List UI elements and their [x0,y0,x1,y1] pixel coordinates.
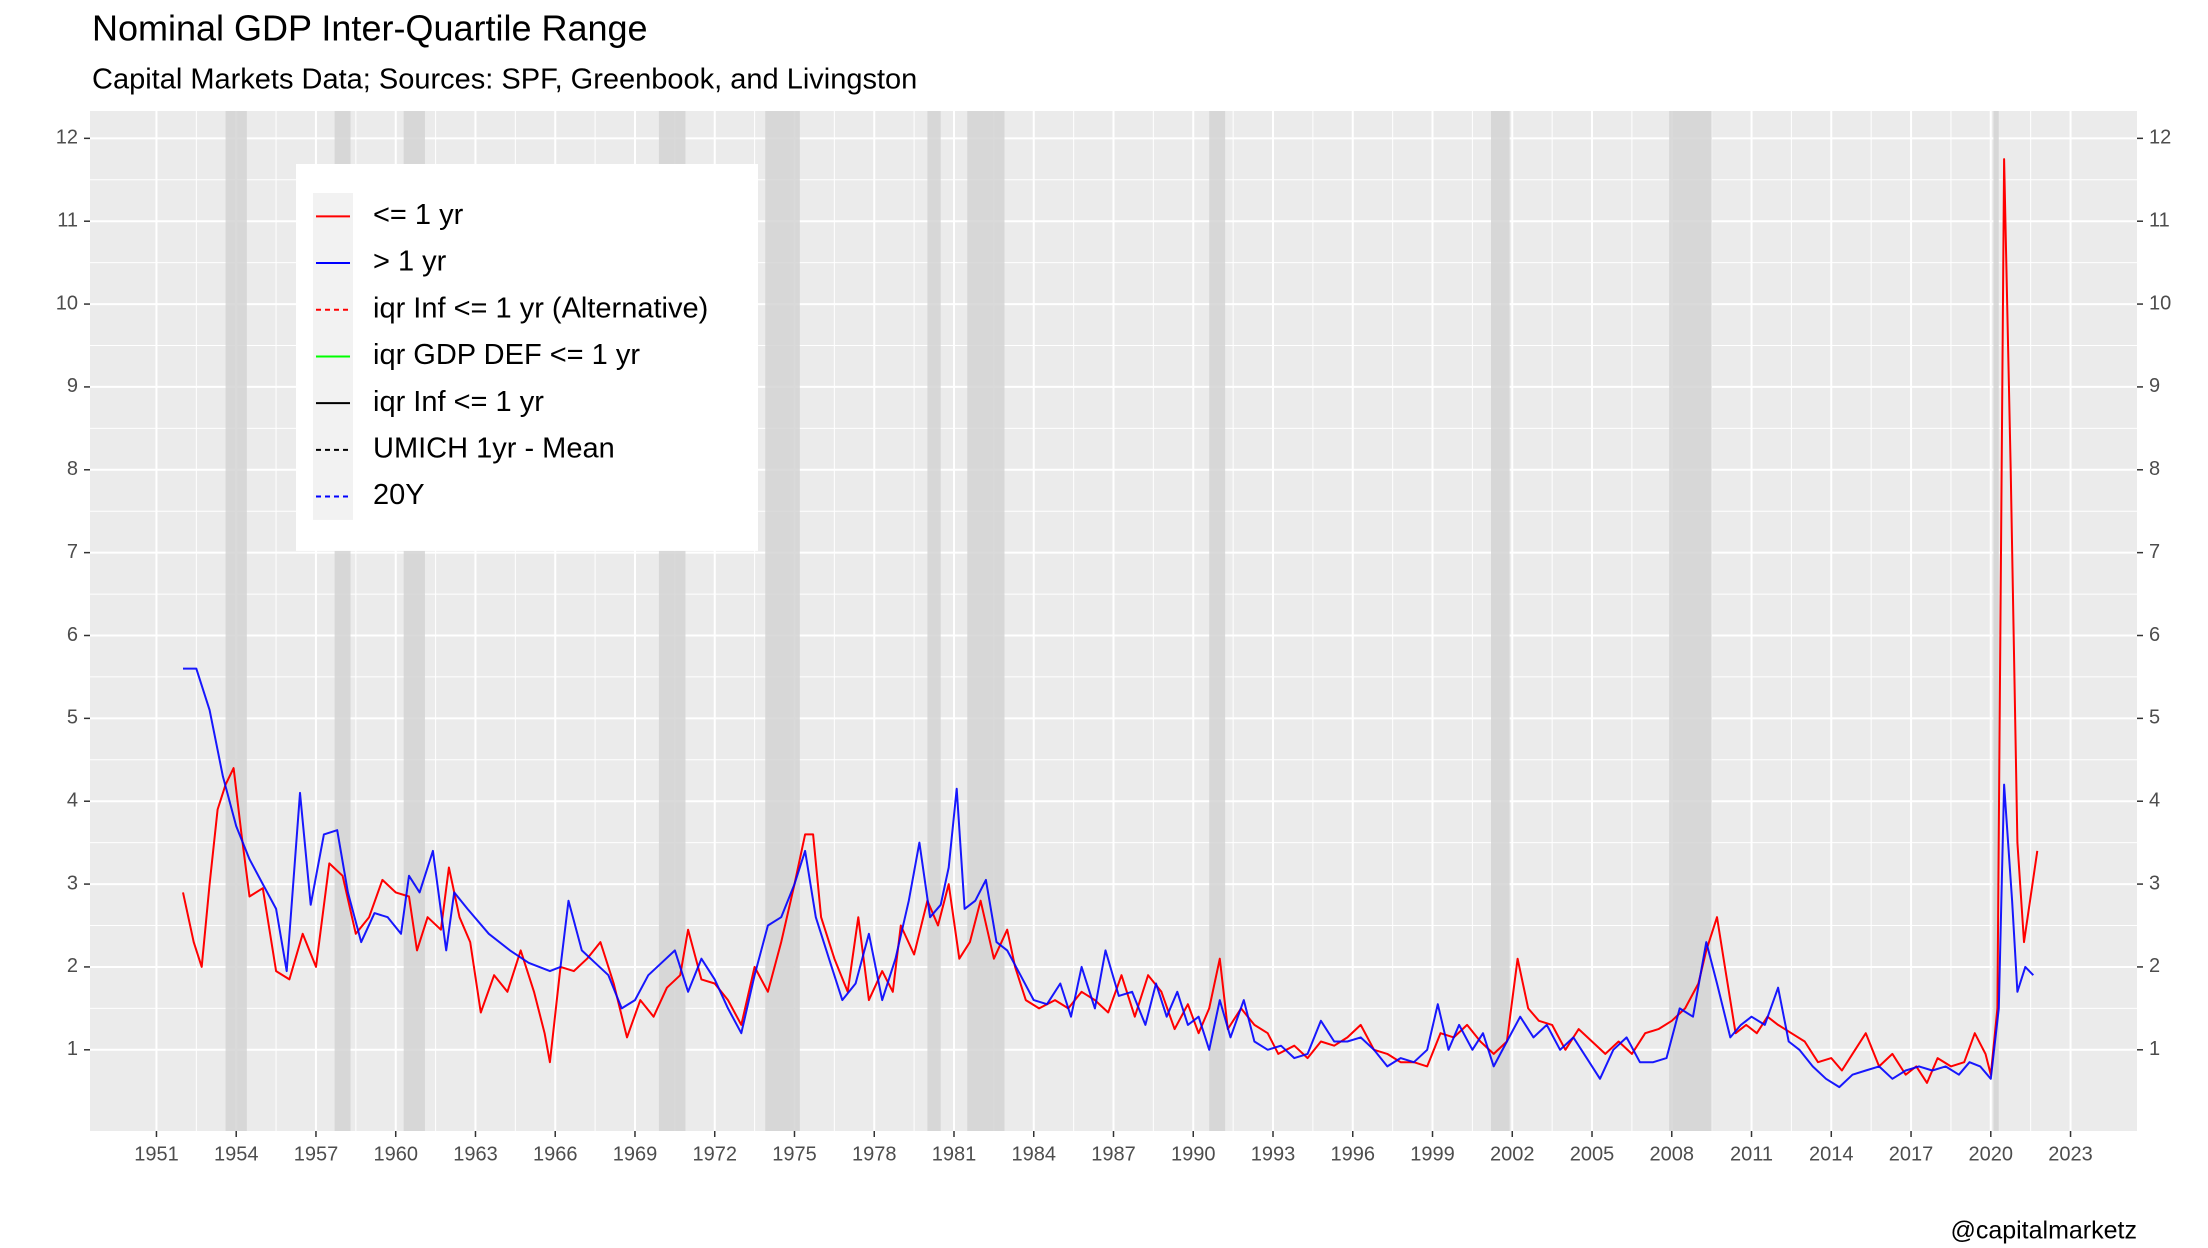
y-tick-label: 12 [56,127,78,149]
legend-label: iqr Inf <= 1 yr (Alternative) [373,292,708,324]
legend-label: <= 1 yr [373,199,464,231]
x-tick-label: 1987 [1091,1143,1136,1165]
shaded-period [1993,111,1999,1131]
x-tick-label: 2005 [1570,1143,1615,1165]
y-tick-label: 4 [67,790,78,812]
x-tick-label: 2014 [1809,1143,1854,1165]
x-tick-label: 1960 [373,1143,418,1165]
chart-subtitle: Capital Markets Data; Sources: SPF, Gree… [92,64,917,96]
y-tick-label: 6 [67,624,78,646]
legend-label: iqr Inf <= 1 yr [373,386,544,418]
x-tick-label: 1972 [692,1143,737,1165]
shaded-period [225,111,247,1131]
x-tick-label: 2023 [2048,1143,2093,1165]
y2-tick-label: 7 [2149,541,2160,563]
y-tick-label: 8 [67,458,78,480]
y-tick-label: 2 [67,955,78,977]
x-tick-label: 2017 [1889,1143,1934,1165]
chart-title: Nominal GDP Inter-Quartile Range [92,8,648,49]
caption: @capitalmarketz [1950,1217,2137,1245]
x-tick-label: 1993 [1251,1143,1296,1165]
legend-label: iqr GDP DEF <= 1 yr [373,339,640,371]
x-tick-label: 2008 [1650,1143,1695,1165]
y-tick-label: 3 [67,872,78,894]
x-tick-label: 1963 [453,1143,498,1165]
x-tick-label: 1999 [1410,1143,1455,1165]
y2-tick-label: 2 [2149,955,2160,977]
shaded-period [927,111,941,1131]
y2-tick-label: 11 [2149,209,2170,231]
x-tick-label: 1954 [214,1143,259,1165]
x-tick-label: 2020 [1969,1143,2014,1165]
y2-tick-label: 1 [2149,1038,2160,1060]
y-tick-label: 11 [57,209,78,231]
x-tick-label: 1978 [852,1143,897,1165]
x-tick-label: 1996 [1331,1143,1376,1165]
y-tick-label: 1 [67,1038,78,1060]
legend-label: > 1 yr [373,246,447,278]
y2-tick-label: 9 [2149,375,2160,397]
y-tick-label: 5 [67,707,78,729]
x-tick-label: 2002 [1490,1143,1535,1165]
series-line [183,667,2035,1089]
x-tick-label: 1981 [932,1143,977,1165]
legend-label: 20Y [373,479,425,511]
y2-tick-label: 8 [2149,458,2160,480]
x-tick-label: 1957 [294,1143,339,1165]
shaded-period [1209,111,1226,1131]
y-tick-label: 7 [67,541,78,563]
x-tick-label: 1990 [1171,1143,1216,1165]
y2-tick-label: 5 [2149,707,2160,729]
shaded-period [1669,111,1712,1131]
y2-tick-label: 6 [2149,624,2160,646]
x-tick-label: 1951 [134,1143,179,1165]
x-tick-label: 2011 [1730,1143,1773,1165]
x-tick-label: 1969 [613,1143,658,1165]
legend-label: UMICH 1yr - Mean [373,433,615,465]
shaded-period [765,111,800,1131]
y-tick-label: 10 [56,292,78,314]
series-line [182,158,2039,1084]
y2-tick-label: 10 [2149,292,2171,314]
x-tick-label: 1984 [1011,1143,1056,1165]
y2-tick-label: 3 [2149,872,2160,894]
legend-box [296,164,758,551]
y-tick-label: 9 [67,375,78,397]
x-tick-label: 1966 [533,1143,578,1165]
shaded-period [967,111,1005,1131]
legend: <= 1 yr > 1 yr iqr Inf <= 1 yr (Alternativ… [296,164,758,551]
y2-tick-label: 12 [2149,127,2171,149]
y2-tick-label: 4 [2149,790,2160,812]
x-tick-label: 1975 [772,1143,817,1165]
shaded-period [1490,111,1510,1131]
